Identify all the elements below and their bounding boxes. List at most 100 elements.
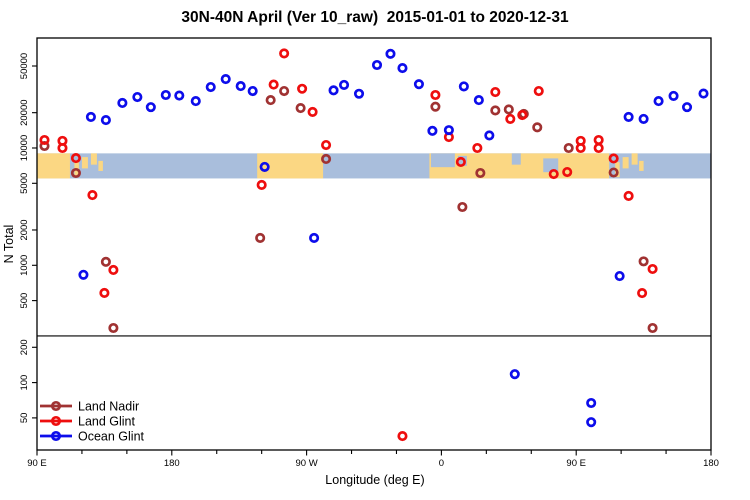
point-ocean-glint: [235, 81, 246, 92]
point-land-glint: [593, 142, 604, 154]
y-tick-label: 100: [19, 375, 30, 391]
point-land-glint: [297, 83, 308, 94]
point-land-nadir: [490, 105, 501, 116]
point-ocean-glint: [328, 85, 339, 96]
point-ocean-glint: [338, 79, 350, 90]
point-land-glint: [533, 85, 544, 97]
point-land-nadir: [108, 322, 119, 334]
point-ocean-glint: [145, 102, 156, 113]
point-ocean-glint: [174, 90, 185, 101]
point-ocean-glint: [85, 111, 96, 122]
y-tick-label: 500: [19, 293, 30, 309]
point-ocean-glint: [78, 269, 89, 280]
y-tick-label: 10000: [19, 135, 30, 161]
point-ocean-glint: [371, 59, 383, 71]
point-ocean-glint: [484, 130, 495, 141]
map-band-sea: [430, 153, 455, 168]
point-land-glint: [397, 431, 408, 442]
point-land-glint: [517, 109, 528, 121]
point-ocean-glint: [413, 79, 424, 90]
map-band-island: [98, 160, 103, 171]
point-land-nadir: [321, 153, 332, 165]
point-land-nadir: [279, 85, 290, 97]
point-ocean-glint: [681, 102, 693, 113]
point-land-glint: [39, 134, 50, 146]
x-tick-label: 90 E: [566, 458, 586, 469]
map-band-sea: [511, 153, 521, 165]
y-tick-label: 1000: [19, 255, 30, 276]
point-land-glint: [70, 153, 81, 164]
point-land-glint: [548, 168, 559, 180]
map-band-island: [81, 157, 88, 169]
point-land-nadir: [503, 104, 514, 115]
point-ocean-glint: [586, 417, 597, 428]
plot-frame: [36, 37, 712, 451]
point-land-glint: [647, 263, 658, 275]
point-land-nadir: [100, 256, 111, 267]
point-land-nadir: [563, 142, 574, 154]
point-land-glint: [108, 264, 119, 276]
point-land-nadir: [608, 167, 619, 178]
point-ocean-glint: [586, 397, 597, 409]
legend-label: Land Nadir: [78, 400, 139, 414]
map-band-land: [37, 153, 70, 179]
point-ocean-glint: [205, 81, 216, 93]
legend-symbol: [50, 400, 62, 412]
point-ocean-glint: [698, 88, 709, 99]
chart-title: 30N-40N April (Ver 10_raw) 2015-01-01 to…: [181, 9, 569, 26]
point-ocean-glint: [160, 89, 171, 101]
map-band-island: [90, 153, 97, 165]
point-land-glint: [455, 156, 466, 168]
point-ocean-glint: [638, 113, 649, 124]
legend-symbol: [50, 415, 62, 427]
point-land-nadir: [39, 140, 50, 152]
point-land-glint: [99, 287, 110, 299]
legend-label: Ocean Glint: [78, 430, 145, 444]
point-ocean-glint: [473, 95, 484, 106]
x-axis-label: Longitude (deg E): [325, 473, 425, 487]
point-ocean-glint: [247, 85, 258, 97]
point-land-nadir: [532, 122, 543, 133]
point-land-nadir: [70, 167, 81, 179]
point-ocean-glint: [668, 90, 679, 101]
y-tick-label: 50: [19, 413, 30, 424]
point-land-glint: [490, 86, 501, 98]
map-band-sea: [543, 158, 559, 173]
point-ocean-glint: [190, 96, 201, 107]
point-ocean-glint: [653, 96, 664, 107]
point-ocean-glint: [623, 111, 634, 122]
y-tick-label: 50000: [19, 53, 30, 79]
map-band-sea: [457, 155, 467, 166]
point-land-nadir: [475, 167, 486, 179]
y-tick-label: 200: [19, 339, 30, 355]
point-land-glint: [593, 134, 604, 146]
point-ocean-glint: [220, 74, 231, 85]
point-land-glint: [87, 190, 98, 201]
x-tick-label: 90 E: [27, 458, 47, 469]
point-land-nadir: [647, 322, 658, 334]
point-land-glint: [279, 48, 290, 59]
point-land-glint: [57, 142, 68, 154]
x-tick-label: 180: [703, 458, 719, 469]
point-ocean-glint: [100, 115, 111, 126]
point-land-glint: [562, 166, 573, 178]
point-land-glint: [575, 142, 586, 154]
point-land-nadir: [265, 95, 276, 106]
point-ocean-glint: [132, 91, 143, 103]
point-land-glint: [472, 142, 483, 154]
map-band-island: [622, 157, 629, 169]
y-tick-label: 5000: [19, 173, 30, 194]
x-tick-label: 0: [439, 458, 444, 469]
point-ocean-glint: [259, 161, 270, 172]
point-ocean-glint: [509, 369, 520, 380]
x-tick-label: 90 W: [296, 458, 318, 469]
point-land-glint: [637, 287, 648, 299]
point-ocean-glint: [117, 97, 128, 109]
point-land-glint: [268, 79, 279, 90]
point-land-glint: [321, 139, 332, 151]
x-tick-label: 180: [164, 458, 180, 469]
point-land-glint: [307, 106, 318, 117]
point-land-glint: [430, 89, 441, 101]
y-tick-label: 20000: [19, 99, 30, 125]
point-ocean-glint: [397, 63, 408, 74]
